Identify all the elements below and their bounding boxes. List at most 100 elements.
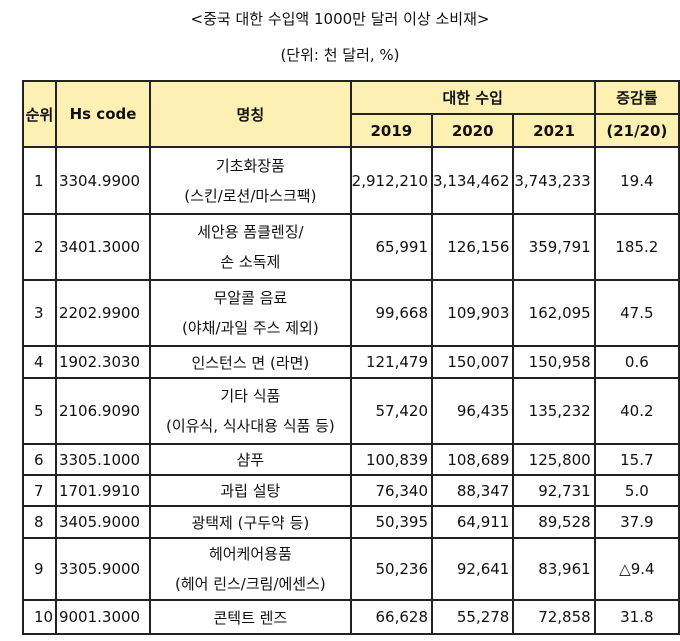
name-cell: 샴푸 [149, 443, 352, 476]
name-line: 샴푸 [236, 451, 265, 469]
header-2021: 2021 [512, 113, 596, 148]
value-2019-cell: 100,839 [349, 443, 434, 476]
name-cell: 헤어케어용품 (헤어 린스/크림/에센스) [149, 537, 352, 601]
value-2021-cell: 72,858 [512, 599, 596, 635]
rank-cell: 4 [22, 345, 57, 379]
name-cell: 기초화장품 (스킨/로션/마스크팩) [149, 146, 352, 215]
value-2021-cell: 83,961 [512, 537, 596, 601]
hs-code-cell: 1701.9910 [54, 474, 152, 507]
change-cell: 37.9 [593, 505, 680, 539]
name-line: 과립 설탕 [220, 482, 281, 500]
change-cell: 31.8 [593, 599, 680, 635]
value-2021-cell: 125,800 [512, 443, 596, 476]
change-cell: 0.6 [593, 345, 680, 379]
header-change-period: (21/20) [593, 113, 680, 148]
value-2020-cell: 64,911 [431, 505, 515, 539]
name-line: 인스턴스 면 (라면) [191, 353, 310, 372]
table-row: 6 3305.1000 샴푸 100,839 108,689 125,800 15.7 [22, 443, 680, 476]
value-2020-cell: 96,435 [431, 377, 515, 445]
rank-cell: 10 [22, 599, 57, 635]
name-line: 헤어케어용품 [208, 545, 292, 563]
rank-cell: 5 [22, 377, 57, 445]
value-2019-cell: 50,395 [349, 505, 434, 539]
rank-cell: 3 [22, 279, 57, 347]
rank-cell: 2 [22, 213, 57, 281]
rank-cell: 8 [22, 505, 57, 539]
value-2021-cell: 135,232 [512, 377, 596, 445]
import-table: 순위 Hs code 명칭 대한 수입 증감률 2019 2020 2021 (… [22, 80, 680, 635]
header-name: 명칭 [149, 80, 352, 148]
value-2021-cell: 92,731 [512, 474, 596, 507]
name-line: (야채/과일 주스 제외) [182, 319, 319, 337]
hs-code-cell: 3405.9000 [54, 505, 152, 539]
value-2021-cell: 3,743,233 [512, 146, 596, 215]
value-2020-cell: 55,278 [431, 599, 515, 635]
value-2019-cell: 65,991 [349, 213, 434, 281]
rank-cell: 7 [22, 474, 57, 507]
header-change: 증감률 [593, 80, 680, 115]
hs-code-cell: 3304.9900 [54, 146, 152, 215]
value-2019-cell: 121,479 [349, 345, 434, 379]
name-cell: 광택제 (구두약 등) [149, 505, 352, 539]
header-import: 대한 수입 [349, 80, 596, 115]
name-cell: 무알콜 음료 (야채/과일 주스 제외) [149, 279, 352, 347]
table-row: 8 3405.9000 광택제 (구두약 등) 50,395 64,911 89,528 3… [22, 505, 680, 539]
change-cell: 5.0 [593, 474, 680, 507]
name-line: (이유식, 식사대용 식품 등) [165, 417, 335, 435]
value-2020-cell: 126,156 [431, 213, 515, 281]
table-body: 1 3304.9900 기초화장품 (스킨/로션/마스크팩) 2,912,210 3,13… [22, 146, 680, 635]
rank-cell: 6 [22, 443, 57, 476]
value-2021-cell: 89,528 [512, 505, 596, 539]
name-line: 손 소독제 [220, 253, 281, 271]
name-line: 무알콜 음료 [213, 289, 288, 307]
name-line: 기타 식품 [220, 387, 281, 405]
value-2019-cell: 2,912,210 [349, 146, 434, 215]
name-cell: 기타 식품 (이유식, 식사대용 식품 등) [149, 377, 352, 445]
name-cell: 콘텍트 렌즈 [149, 599, 352, 635]
name-cell: 인스턴스 면 (라면) [149, 345, 352, 379]
change-cell: △9.4 [593, 537, 680, 601]
rank-cell: 9 [22, 537, 57, 601]
value-2019-cell: 99,668 [349, 279, 434, 347]
change-cell: 185.2 [593, 213, 680, 281]
rank-cell: 1 [22, 146, 57, 215]
table-row: 10 9001.3000 콘텍트 렌즈 66,628 55,278 72,858 31.8 [22, 599, 680, 635]
name-line: 세안용 폼클렌징/ [197, 223, 304, 241]
change-cell: 40.2 [593, 377, 680, 445]
value-2019-cell: 57,420 [349, 377, 434, 445]
value-2020-cell: 3,134,462 [431, 146, 515, 215]
table-row: 1 3304.9900 기초화장품 (스킨/로션/마스크팩) 2,912,210 3,13… [22, 146, 680, 215]
change-cell: 19.4 [593, 146, 680, 215]
name-line: (스킨/로션/마스크팩) [184, 186, 317, 205]
value-2021-cell: 150,958 [512, 345, 596, 379]
table-row: 4 1902.3030 인스턴스 면 (라면) 121,479 150,007 150,9… [22, 345, 680, 379]
name-line: 기초화장품 [215, 156, 285, 175]
header-rank: 순위 [22, 80, 57, 148]
value-2019-cell: 50,236 [349, 537, 434, 601]
hs-code-cell: 2106.9090 [54, 377, 152, 445]
value-2021-cell: 359,791 [512, 213, 596, 281]
name-cell: 세안용 폼클렌징/손 소독제 [149, 213, 352, 281]
header-2019: 2019 [349, 113, 434, 148]
name-cell: 과립 설탕 [149, 474, 352, 507]
value-2019-cell: 76,340 [349, 474, 434, 507]
name-line: 콘텍트 렌즈 [213, 608, 288, 627]
table-row: 3 2202.9900 무알콜 음료 (야채/과일 주스 제외) 99,668 109,9… [22, 279, 680, 347]
name-line: 광택제 (구두약 등) [191, 513, 310, 532]
unit-note: (단위: 천 달러, %) [280, 46, 400, 64]
value-2020-cell: 92,641 [431, 537, 515, 601]
table-row: 2 3401.3000 세안용 폼클렌징/손 소독제 65,991 126,156 359… [22, 213, 680, 281]
header-hs-code: Hs code [54, 80, 152, 148]
header-2020: 2020 [431, 113, 515, 148]
table-row: 9 3305.9000 헤어케어용품 (헤어 린스/크림/에센스) 50,236 92,6… [22, 537, 680, 601]
hs-code-cell: 3305.9000 [54, 537, 152, 601]
change-cell: 15.7 [593, 443, 680, 476]
hs-code-cell: 3401.3000 [54, 213, 152, 281]
value-2020-cell: 108,689 [431, 443, 515, 476]
table-row: 7 1701.9910 과립 설탕 76,340 88,347 92,731 5.0 [22, 474, 680, 507]
value-2020-cell: 109,903 [431, 279, 515, 347]
value-2021-cell: 162,095 [512, 279, 596, 347]
hs-code-cell: 9001.3000 [54, 599, 152, 635]
hs-code-cell: 3305.1000 [54, 443, 152, 476]
table-row: 5 2106.9090 기타 식품 (이유식, 식사대용 식품 등) 57,420 96,… [22, 377, 680, 445]
